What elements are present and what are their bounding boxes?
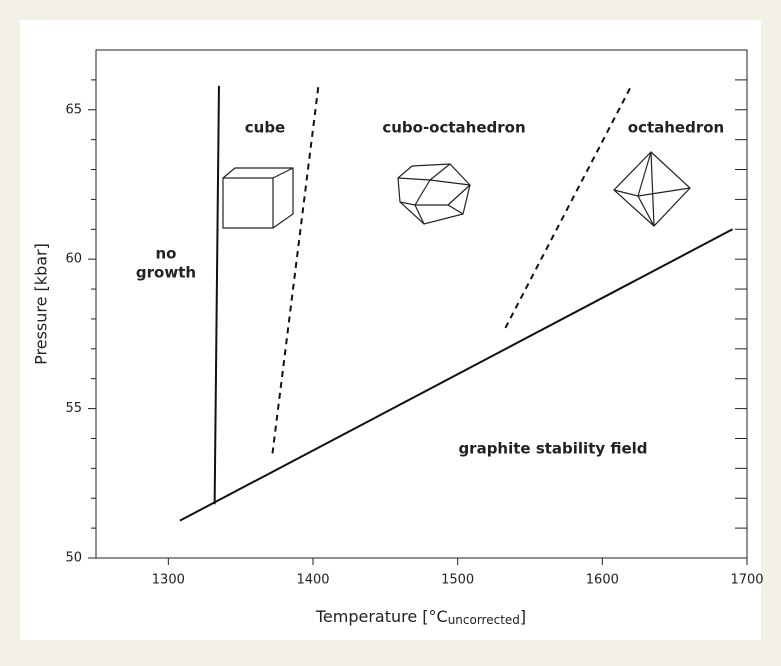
x-axis-label-close: ] — [520, 607, 526, 626]
y-tick-label: 65 — [65, 102, 82, 117]
panel — [20, 20, 761, 640]
region-label: cube — [245, 119, 285, 137]
region-label: octahedron — [628, 119, 724, 137]
region-label: growth — [136, 264, 196, 282]
x-tick-label: 1500 — [441, 573, 474, 588]
y-tick-label: 60 — [65, 252, 82, 267]
x-axis-label-sub: uncorrected — [448, 613, 520, 627]
region-label: graphite stability field — [458, 440, 647, 458]
region-label: cubo-octahedron — [382, 119, 525, 137]
chart: Pressure [kbar] Temperature [°Cuncorrect… — [0, 0, 781, 666]
x-tick-label: 1400 — [296, 573, 329, 588]
x-tick-label: 1700 — [730, 573, 763, 588]
x-tick-label: 1300 — [152, 573, 185, 588]
region-label: no — [156, 245, 177, 263]
x-axis-label-main: Temperature [°C — [315, 607, 448, 626]
y-tick-label: 50 — [65, 551, 82, 566]
page: Pressure [kbar] Temperature [°Cuncorrect… — [0, 0, 781, 666]
x-tick-label: 1600 — [586, 573, 619, 588]
y-tick-label: 55 — [65, 401, 82, 416]
y-axis-label: Pressure [kbar] — [32, 243, 51, 365]
